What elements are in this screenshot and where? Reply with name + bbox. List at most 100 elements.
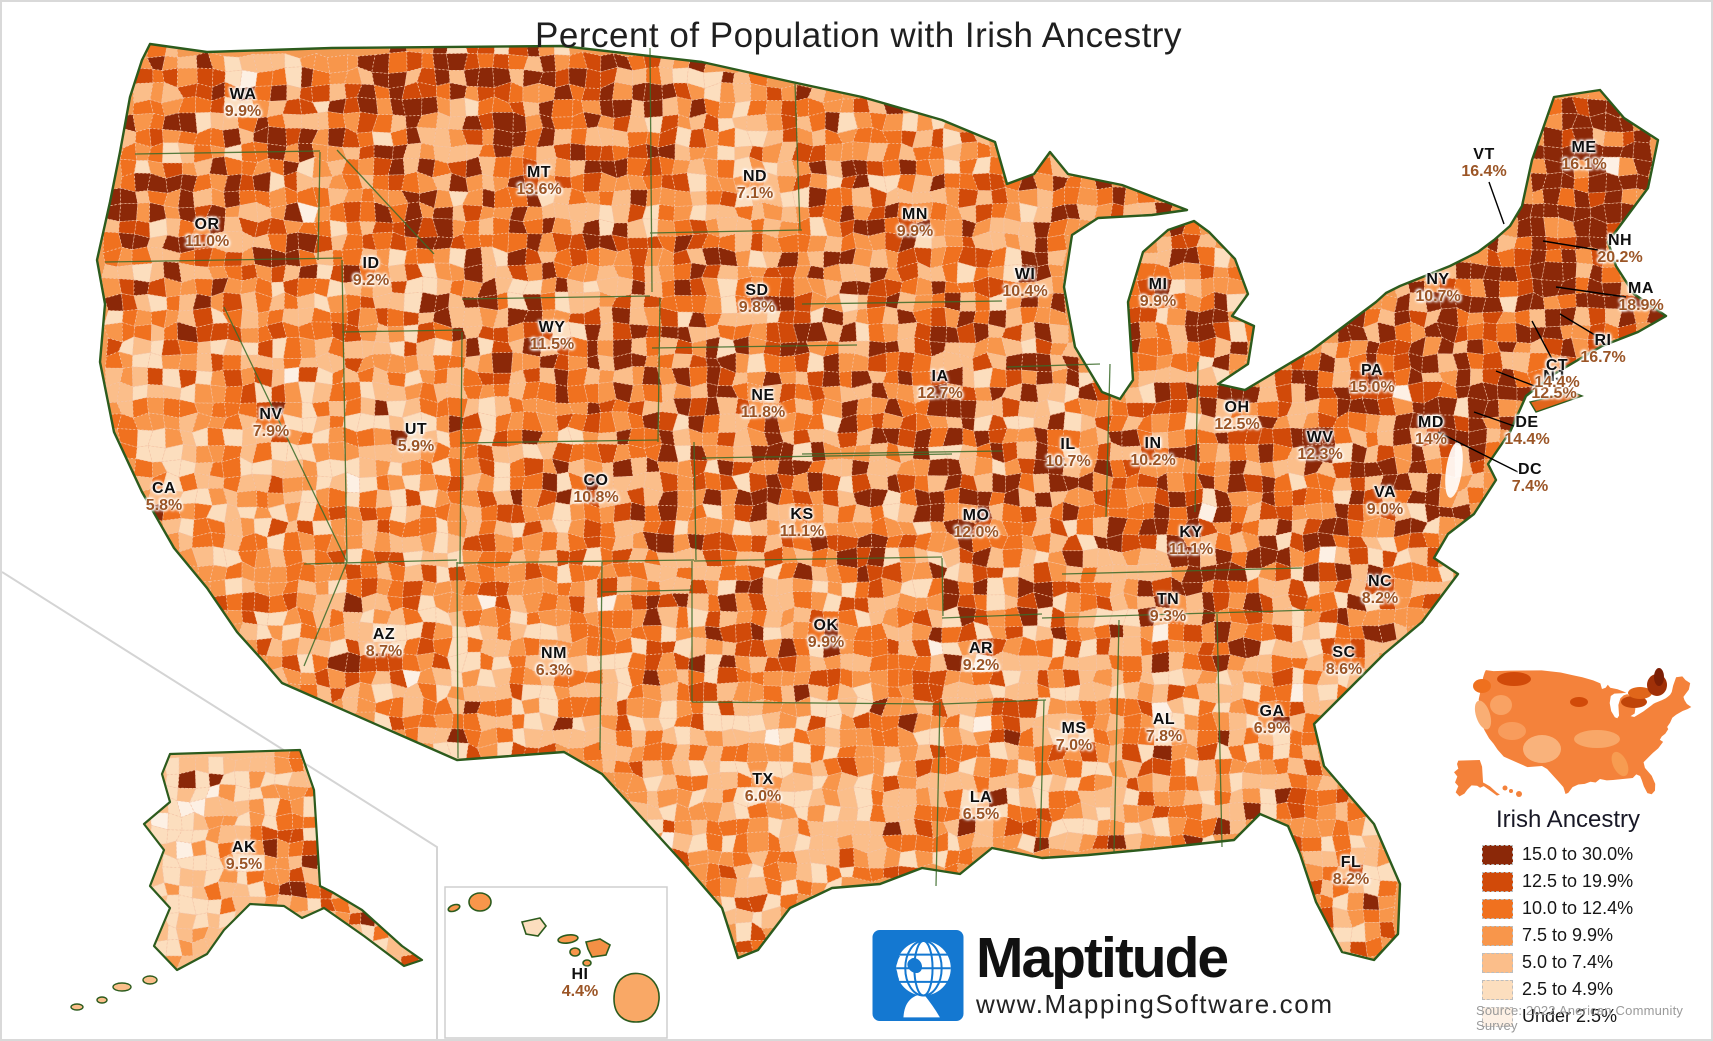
legend: Irish Ancestry 15.0 to 30.0% 12.5 to 19.9… [1482, 806, 1710, 1030]
label-leader-lines [1437, 181, 1627, 473]
state-overview-inset [1454, 668, 1692, 797]
state-value: 14% [1414, 431, 1448, 448]
state-label-TN: TN 9.3% [1150, 591, 1186, 625]
state-value: 9.3% [1149, 608, 1187, 625]
legend-label: 7.5 to 9.9% [1522, 925, 1614, 945]
state-abbr: TX [752, 771, 774, 788]
legend-label: 12.5 to 19.9% [1522, 871, 1634, 891]
state-label-KS: KS 11.1% [780, 506, 824, 540]
state-value: 9.8% [738, 299, 776, 316]
legend-swatch [1482, 979, 1513, 1000]
state-abbr: CT [1545, 357, 1569, 374]
state-label-OR: OR 11.0% [185, 216, 229, 250]
state-label-NH: NH 20.2% [1597, 232, 1642, 266]
state-value: 11.8% [740, 404, 786, 421]
state-abbr: IA [931, 368, 949, 385]
state-value: 11.1% [1168, 541, 1214, 558]
state-abbr: FL [1340, 854, 1362, 871]
state-abbr: CO [583, 472, 609, 489]
state-value: 10.8% [573, 489, 619, 506]
state-label-FL: FL 8.2% [1333, 854, 1369, 888]
legend-title: Irish Ancestry [1496, 806, 1641, 833]
state-abbr: UT [404, 421, 428, 438]
legend-row: 12.5 to 19.9% [1482, 868, 1710, 895]
state-value: 15.0% [1349, 379, 1395, 396]
state-abbr: NH [1607, 232, 1633, 249]
state-label-CT: CT 14.4% [1534, 357, 1579, 391]
state-value: 16.1% [1561, 156, 1607, 173]
state-label-NJ: NJ 12.5% [1531, 368, 1576, 402]
alaska-coastline [142, 748, 424, 972]
state-label-WI: WI 10.4% [1002, 266, 1047, 300]
state-label-VA: VA 9.0% [1367, 484, 1403, 518]
state-value: 14.4% [1504, 431, 1550, 448]
state-value: 14.4% [1534, 374, 1580, 391]
state-abbr: NM [541, 645, 567, 662]
aleutian-islands [70, 975, 158, 1011]
state-abbr: KY [1179, 524, 1203, 541]
state-abbr: NY [1426, 271, 1450, 288]
alaska-inset-divider [2, 571, 438, 1039]
state-value: 9.0% [1366, 501, 1404, 518]
state-abbr: MD [1418, 414, 1444, 431]
state-label-NV: NV 7.9% [253, 406, 289, 440]
legend-label: 2.5 to 4.9% [1522, 979, 1614, 999]
county-mosaic [101, 44, 1666, 958]
state-value: 18.9% [1618, 297, 1664, 314]
state-abbr: AR [968, 640, 994, 657]
state-label-MD: MD 14% [1415, 414, 1447, 448]
state-abbr: MN [902, 206, 928, 223]
state-value: 8.6% [1325, 661, 1363, 678]
state-value: 9.2% [352, 272, 390, 289]
state-value: 12.3% [1297, 446, 1343, 463]
state-value: 10.7% [1045, 453, 1091, 470]
state-abbr: MT [526, 164, 552, 181]
state-label-ME: ME 16.1% [1561, 139, 1606, 173]
state-value: 11.5% [529, 336, 575, 353]
state-value: 12.7% [917, 385, 963, 402]
state-value: 5.9% [397, 438, 435, 455]
page-title: Percent of Population with Irish Ancestr… [535, 16, 1182, 55]
state-label-MI: MI 9.9% [1140, 276, 1176, 310]
state-value: 9.9% [807, 634, 845, 651]
state-abbr: MA [1628, 280, 1654, 297]
state-label-OK: OK 9.9% [808, 617, 844, 651]
legend-swatch [1482, 952, 1513, 973]
long-island [1528, 391, 1584, 413]
logo-url: www.MappingSoftware.com [976, 989, 1334, 1019]
state-label-NC: NC 8.2% [1362, 573, 1398, 607]
state-value: 20.2% [1597, 249, 1643, 266]
legend-label: 10.0 to 12.4% [1522, 898, 1634, 918]
state-value: 12.5% [1214, 416, 1260, 433]
state-label-MN: MN 9.9% [897, 206, 933, 240]
state-value: 9.9% [1139, 293, 1177, 310]
state-abbr: WV [1306, 429, 1334, 446]
state-abbr: ME [1571, 139, 1597, 156]
legend-label: 5.0 to 7.4% [1522, 952, 1614, 972]
state-value: 9.5% [225, 856, 263, 873]
legend-swatch [1482, 871, 1513, 892]
logo-text: Maptitude www.MappingSoftware.com [976, 930, 1334, 1020]
state-label-UT: UT 5.9% [398, 421, 434, 455]
state-label-MT: MT 13.6% [516, 164, 561, 198]
state-label-AL: AL 7.8% [1146, 711, 1182, 745]
state-value: 8.2% [1361, 590, 1399, 607]
state-value: 5.8% [145, 497, 183, 514]
state-value: 9.2% [962, 657, 1000, 674]
state-value: 11.1% [779, 523, 825, 540]
state-label-AK: AK 9.5% [226, 839, 262, 873]
state-label-MO: MO 12.0% [953, 507, 998, 541]
state-abbr: AZ [372, 626, 396, 643]
legend-swatch [1482, 898, 1513, 919]
state-label-NE: NE 11.8% [741, 387, 785, 421]
state-label-IL: IL 10.7% [1045, 436, 1090, 470]
legend-row: Under 2.5% [1482, 1003, 1710, 1030]
state-label-MS: MS 7.0% [1056, 720, 1092, 754]
state-abbr: ID [362, 255, 380, 272]
hawaii-islands [447, 892, 660, 1023]
legend-row: 2.5 to 4.9% [1482, 976, 1710, 1003]
state-value: 9.9% [224, 103, 262, 120]
state-abbr: MO [962, 507, 990, 524]
state-abbr: VT [1473, 146, 1495, 163]
state-abbr: TN [1156, 591, 1180, 608]
